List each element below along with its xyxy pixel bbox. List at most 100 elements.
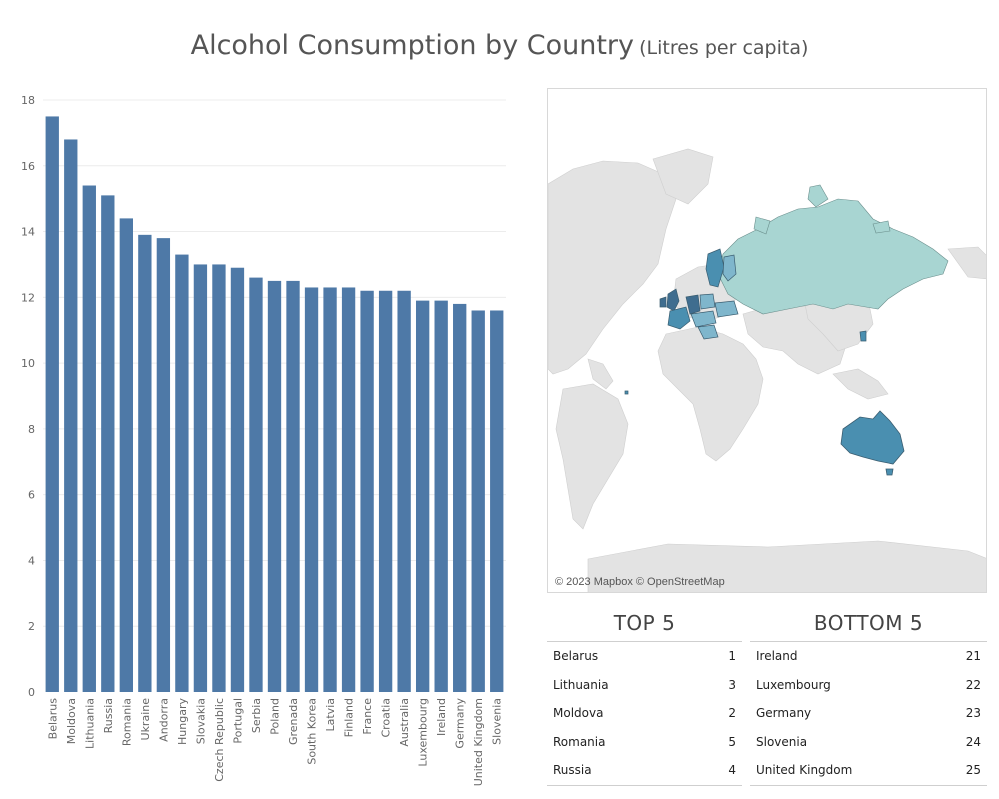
table-row[interactable]: Germany 23 xyxy=(750,699,987,728)
map-africa xyxy=(657,326,764,462)
y-tick-label: 4 xyxy=(28,554,35,567)
bar[interactable] xyxy=(378,290,393,692)
table-row[interactable]: Ireland 21 xyxy=(750,642,987,671)
rank-value: 2 xyxy=(728,706,736,721)
bar[interactable] xyxy=(45,116,59,692)
country-name: Moldova xyxy=(553,706,604,721)
map-grenada xyxy=(624,390,629,395)
table-row[interactable]: Romania 5 xyxy=(547,728,742,757)
bar[interactable] xyxy=(490,310,504,692)
x-tick-label: Russia xyxy=(102,698,115,733)
rank-value: 21 xyxy=(965,649,981,664)
country-name: Germany xyxy=(756,706,812,721)
bar[interactable] xyxy=(415,300,430,692)
map-norway-sweden xyxy=(705,248,725,288)
top5-title: TOP 5 xyxy=(547,605,742,642)
x-tick-label: France xyxy=(361,698,374,735)
bar[interactable] xyxy=(434,300,448,692)
table-row[interactable]: United Kingdom 25 xyxy=(750,756,987,786)
table-row[interactable]: Moldova 2 xyxy=(547,699,742,728)
map-korea xyxy=(859,330,867,342)
map-russia xyxy=(717,198,949,315)
chart-title: Alcohol Consumption by Country (Litres p… xyxy=(0,30,999,61)
bar[interactable] xyxy=(471,310,485,692)
bottom5-table: BOTTOM 5 Ireland 21 Luxembourg 22 German… xyxy=(750,605,987,786)
bar[interactable] xyxy=(230,267,245,692)
rank-value: 25 xyxy=(965,763,981,778)
bar[interactable] xyxy=(267,280,282,692)
map-arctic-islands xyxy=(753,184,891,235)
bar[interactable] xyxy=(212,264,226,692)
x-tick-label: Australia xyxy=(398,698,411,747)
bar[interactable] xyxy=(119,218,133,692)
rank-value: 24 xyxy=(965,734,981,749)
x-tick-label: Hungary xyxy=(176,698,189,745)
x-tick-label: Grenada xyxy=(287,698,300,745)
x-tick-label: Poland xyxy=(269,698,282,735)
map-ukraine xyxy=(714,300,739,318)
x-tick-label: Andorra xyxy=(157,698,170,742)
bar[interactable] xyxy=(138,234,152,692)
bar[interactable] xyxy=(101,195,115,692)
map-balkans xyxy=(697,324,719,340)
country-name: Lithuania xyxy=(553,677,609,692)
bar[interactable] xyxy=(64,139,78,693)
table-row[interactable]: Slovenia 24 xyxy=(750,728,987,757)
map-central-america xyxy=(587,358,614,390)
country-name: Belarus xyxy=(553,649,599,664)
map-far-east xyxy=(947,246,986,280)
y-tick-label: 10 xyxy=(21,357,35,370)
y-tick-label: 18 xyxy=(21,94,35,107)
country-name: Luxembourg xyxy=(756,677,831,692)
map-tasmania xyxy=(885,468,894,476)
chart-title-sub: (Litres per capita) xyxy=(639,37,809,59)
country-name: United Kingdom xyxy=(756,763,853,778)
rank-value: 22 xyxy=(965,677,981,692)
x-tick-label: Slovakia xyxy=(194,698,207,744)
x-tick-label: Czech Republic xyxy=(213,698,226,782)
map-france xyxy=(667,306,691,330)
y-tick-label: 0 xyxy=(28,686,35,699)
map-attribution: © 2023 Mapbox © OpenStreetMap xyxy=(555,576,725,588)
y-tick-label: 2 xyxy=(28,620,35,633)
table-row[interactable]: Belarus 1 xyxy=(547,642,742,671)
x-tick-label: Latvia xyxy=(324,698,337,732)
bar[interactable] xyxy=(156,238,171,692)
rank-value: 4 xyxy=(728,763,736,778)
map-poland xyxy=(699,293,716,310)
x-tick-label: Lithuania xyxy=(83,698,96,749)
y-tick-label: 6 xyxy=(28,489,35,502)
bar[interactable] xyxy=(323,287,337,692)
x-tick-label: Belarus xyxy=(46,698,59,740)
map-central-eu xyxy=(690,310,717,328)
bar[interactable] xyxy=(175,254,189,692)
y-tick-label: 14 xyxy=(21,226,35,239)
table-row[interactable]: Lithuania 3 xyxy=(547,671,742,700)
x-tick-label: Serbia xyxy=(250,698,263,733)
map-north-america xyxy=(548,160,677,375)
x-tick-label: Slovenia xyxy=(491,698,504,745)
x-tick-label: Moldova xyxy=(65,698,78,744)
rank-value: 1 xyxy=(728,649,736,664)
bar[interactable] xyxy=(304,287,319,692)
table-row[interactable]: Russia 4 xyxy=(547,756,742,786)
bar[interactable] xyxy=(82,185,96,692)
x-tick-label: United Kingdom xyxy=(472,698,485,786)
bar[interactable] xyxy=(453,303,467,692)
bar[interactable] xyxy=(397,290,411,692)
bottom5-title: BOTTOM 5 xyxy=(750,605,987,642)
bar[interactable] xyxy=(360,290,374,692)
map-svg xyxy=(548,148,986,592)
map-uk xyxy=(666,288,680,312)
bar[interactable] xyxy=(193,264,208,692)
table-row[interactable]: Luxembourg 22 xyxy=(750,671,987,700)
bar[interactable] xyxy=(341,287,356,692)
bar[interactable] xyxy=(286,280,300,692)
world-map[interactable]: © 2023 Mapbox © OpenStreetMap xyxy=(547,88,987,593)
bar[interactable] xyxy=(249,277,263,692)
y-tick-label: 12 xyxy=(21,291,35,304)
map-australia xyxy=(840,410,905,465)
x-tick-label: Luxembourg xyxy=(417,698,430,767)
map-antarctica xyxy=(587,540,986,592)
bar-chart: 0 2 4 6 8 10 12 14 16 18 Belarus Moldova Lithuania Ru… xyxy=(21,94,506,786)
